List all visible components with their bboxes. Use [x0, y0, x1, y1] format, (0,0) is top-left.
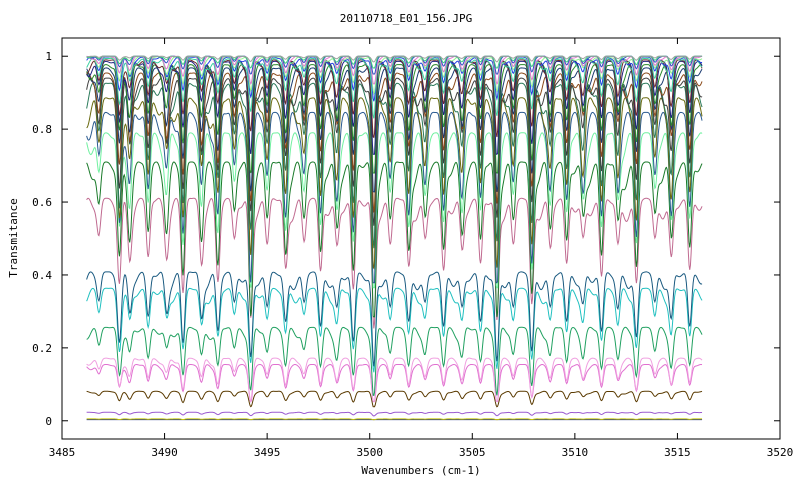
- series-line: [86, 390, 703, 408]
- x-tick-label: 3510: [562, 446, 589, 459]
- series-line: [86, 411, 703, 417]
- series-line: [86, 97, 703, 270]
- y-tick-label: 1: [45, 50, 52, 63]
- series-line: [86, 161, 703, 318]
- series-line: [86, 59, 703, 139]
- ticks-layer: 3485 3490 3495 3500 3505 3510 3515 3520 0 0.2 0.4 0…: [32, 38, 793, 459]
- x-tick-label: 3505: [459, 446, 486, 459]
- series-line: [86, 287, 703, 373]
- y-axis-label: Transmitance: [7, 198, 20, 277]
- plot-frame: [61, 37, 781, 440]
- series-layer: [86, 55, 703, 421]
- x-tick-label: 3520: [767, 446, 794, 459]
- series-line: [86, 197, 703, 329]
- x-tick-label: 3515: [664, 446, 691, 459]
- chart-title: 20110718_E01_156.JPG: [340, 12, 472, 25]
- y-tick-label: 0.4: [32, 269, 52, 282]
- series-line: [86, 55, 703, 63]
- series-line: [86, 57, 703, 119]
- y-tick-label: 0.2: [32, 342, 52, 355]
- x-tick-label: 3490: [151, 446, 178, 459]
- series-line: [86, 326, 703, 397]
- y-tick-label: 0: [45, 415, 52, 428]
- x-tick-label: 3495: [254, 446, 281, 459]
- x-axis-label: Wavenumbers (cm-1): [361, 464, 480, 477]
- y-tick-label: 0.6: [32, 196, 52, 209]
- x-tick-label: 3485: [49, 446, 76, 459]
- series-line: [86, 418, 703, 421]
- x-tick-label: 3500: [356, 446, 383, 459]
- series-line: [86, 357, 703, 404]
- y-tick-label: 0.8: [32, 123, 52, 136]
- series-line: [86, 271, 703, 367]
